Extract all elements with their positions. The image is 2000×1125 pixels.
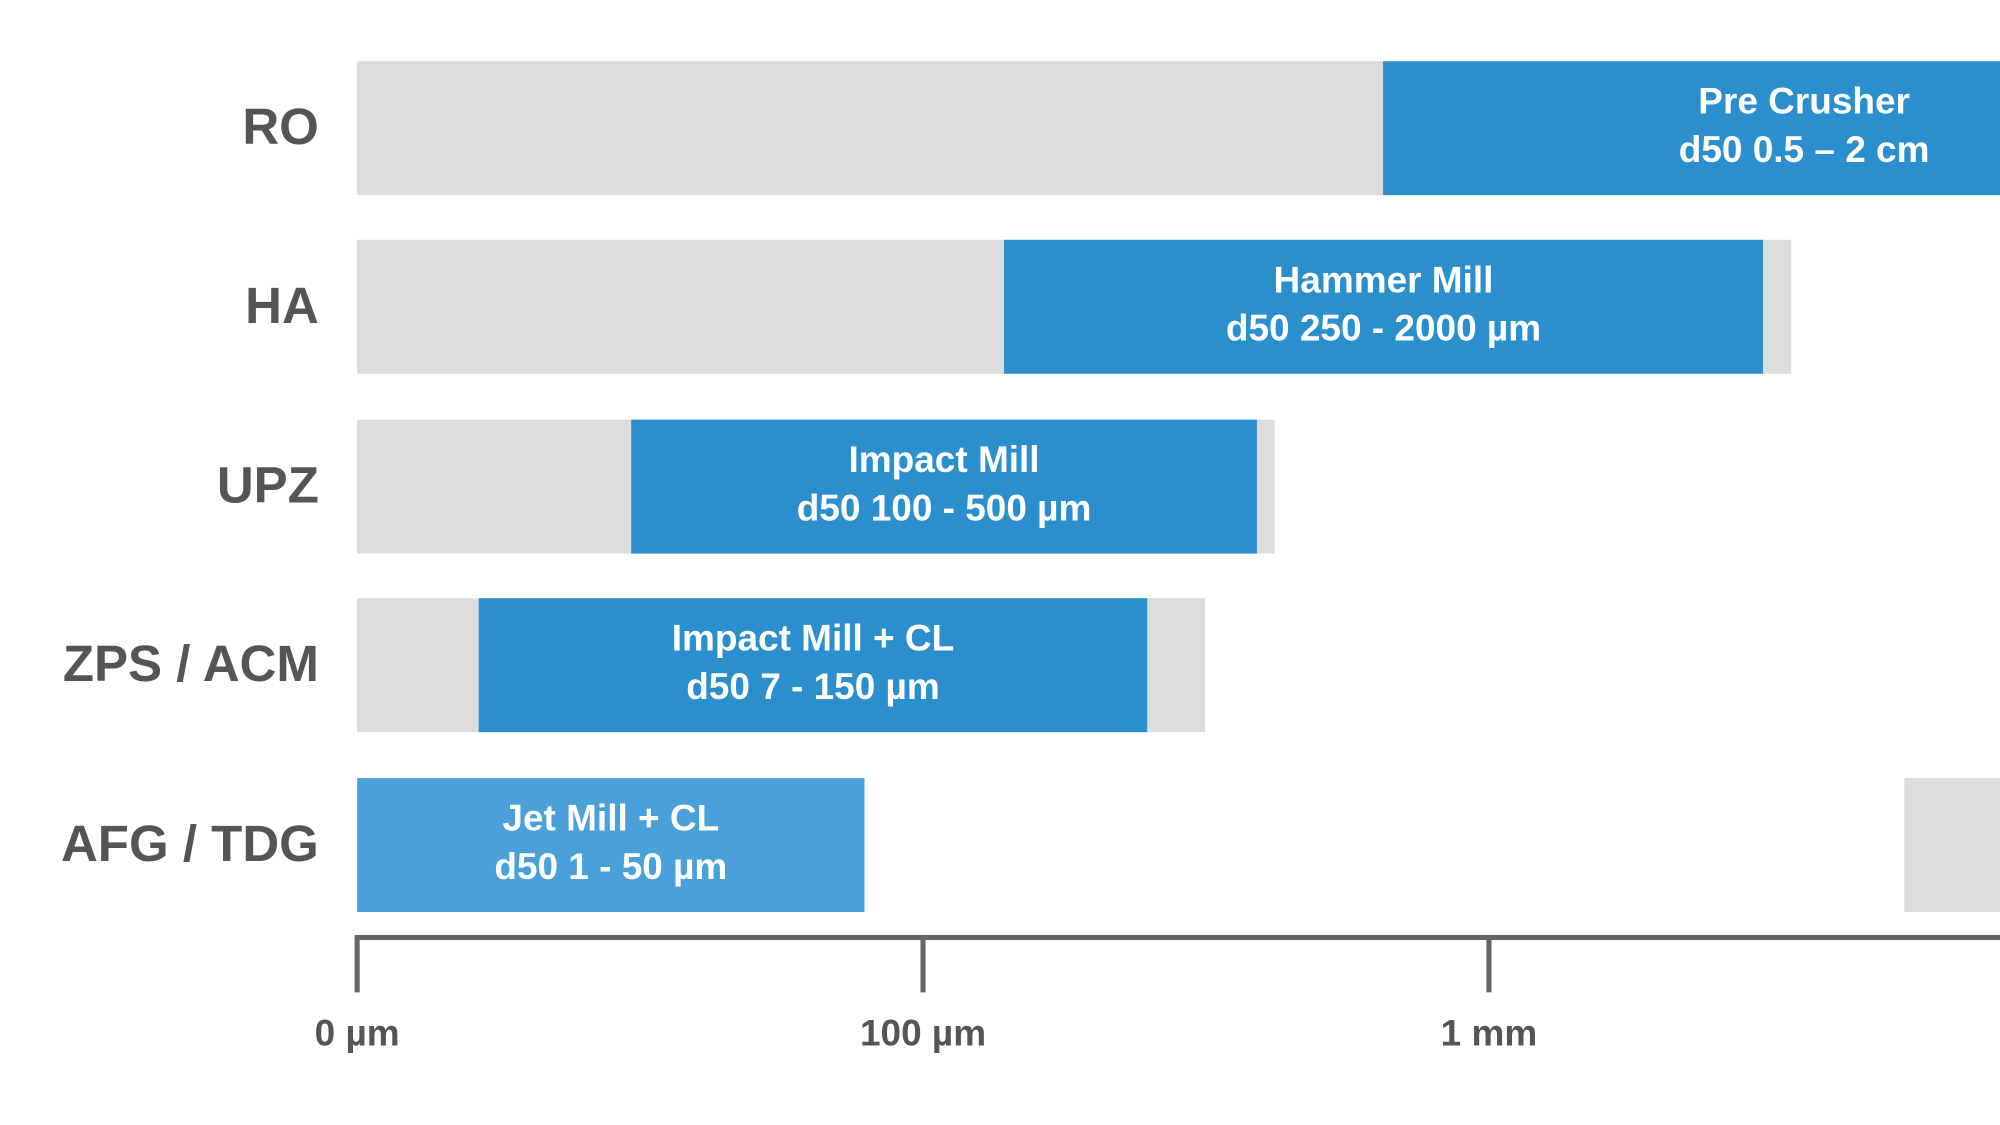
- row-label: ZPS / ACM: [63, 635, 319, 692]
- bar-label: d50 100 - 500 µm: [797, 488, 1092, 529]
- bar-label: d50 0.5 – 2 cm: [1679, 129, 1930, 170]
- row-label: UPZ: [217, 457, 319, 514]
- bar-label: d50 250 - 2000 µm: [1226, 308, 1541, 349]
- bar-label: Hammer Mill: [1274, 259, 1494, 300]
- x-tick-label: 0 µm: [315, 1012, 400, 1053]
- x-tick-label: 100 µm: [860, 1012, 986, 1053]
- range-bar: [631, 419, 1257, 554]
- bar-label: d50 7 - 150 µm: [686, 666, 940, 707]
- range-bar: [357, 61, 1384, 196]
- bar-label: Pre Crusher: [1698, 81, 1910, 122]
- x-tick-label: 1 mm: [1441, 1012, 1538, 1053]
- range-bar: [1904, 778, 2000, 912]
- bar-label: Impact Mill + CL: [672, 618, 954, 659]
- row-label: HA: [245, 277, 319, 334]
- bar-label: Jet Mill + CL: [502, 798, 719, 839]
- bar-label: d50 1 - 50 µm: [494, 846, 727, 887]
- row-label: AFG / TDG: [61, 815, 319, 872]
- range-bar: [357, 778, 865, 912]
- range-bar: [1383, 61, 2000, 196]
- bar-label: Impact Mill: [849, 439, 1040, 480]
- row-label: RO: [242, 98, 319, 155]
- range-bar: [1003, 239, 1764, 374]
- range-bar: [478, 598, 1148, 733]
